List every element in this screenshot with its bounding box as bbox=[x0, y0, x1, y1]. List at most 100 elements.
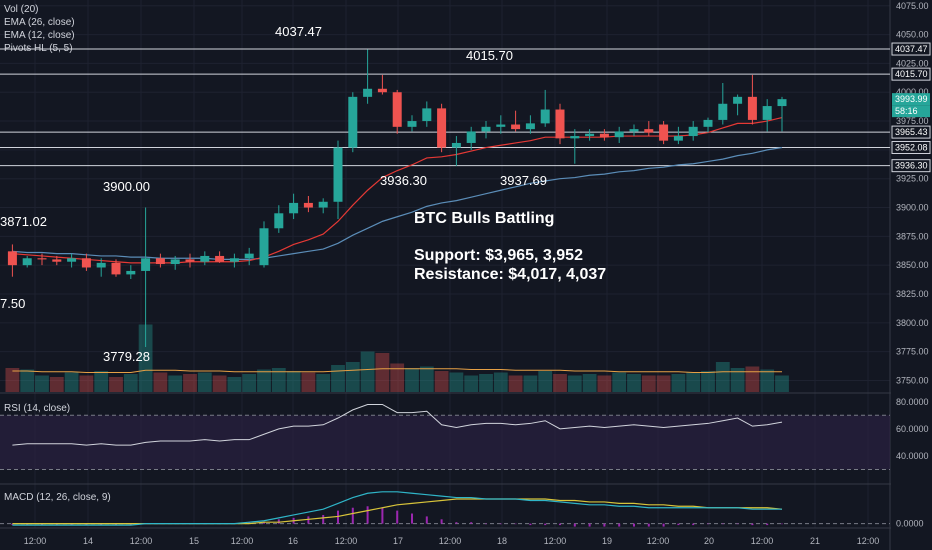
level-tag-label: 3965.43 bbox=[895, 127, 928, 137]
candle-body bbox=[673, 136, 683, 141]
volume-bar bbox=[227, 377, 242, 392]
time-tick-label: 12:00 bbox=[24, 536, 47, 546]
volume-bar bbox=[479, 374, 493, 392]
indicator-label-ema12: EMA (12, close) bbox=[4, 30, 75, 41]
candle-body bbox=[466, 131, 476, 143]
candle-body bbox=[525, 123, 535, 130]
volume-bar bbox=[242, 374, 257, 392]
volume-bar bbox=[94, 371, 109, 392]
price-tick-label: 3975.00 bbox=[896, 116, 929, 126]
candle-body bbox=[81, 258, 91, 268]
macd-histogram-bar bbox=[337, 510, 339, 524]
macd-histogram-bar bbox=[425, 516, 428, 524]
macd-histogram-bar bbox=[751, 523, 754, 526]
macd-histogram-bar bbox=[781, 523, 783, 525]
macd-histogram-bar bbox=[351, 507, 354, 524]
rsi-band bbox=[0, 415, 890, 470]
price-tick-label: 3750.00 bbox=[896, 375, 929, 385]
macd-histogram-bar bbox=[277, 519, 280, 524]
candle-body bbox=[614, 131, 624, 138]
rsi-tick-label: 40.0000 bbox=[896, 451, 929, 461]
candle-body bbox=[422, 108, 432, 122]
candle-body bbox=[407, 121, 417, 127]
candle-body bbox=[599, 133, 609, 138]
candle-body bbox=[392, 92, 402, 127]
candle-body bbox=[141, 258, 151, 271]
volume-bar bbox=[553, 374, 567, 392]
candle-body bbox=[688, 126, 698, 137]
volume-bar bbox=[271, 368, 286, 392]
macd-histogram-bar bbox=[396, 510, 399, 524]
pivot-high-label: 3871.02 bbox=[0, 214, 47, 229]
macd-histogram-bar bbox=[544, 523, 547, 526]
volume-bar bbox=[567, 375, 582, 392]
macd-histogram-bar bbox=[70, 523, 73, 526]
level-tag bbox=[891, 42, 931, 56]
time-tick-label: 12:00 bbox=[857, 536, 880, 546]
macd-histogram-bar bbox=[721, 523, 724, 525]
candle-body bbox=[511, 124, 521, 130]
macd-histogram-bar bbox=[485, 523, 487, 525]
candle-body bbox=[22, 258, 32, 266]
ema26-line bbox=[12, 146, 783, 261]
volume-bar bbox=[20, 369, 35, 392]
macd-histogram-bar bbox=[248, 522, 251, 524]
candle-body bbox=[481, 126, 491, 132]
macd-histogram-bar bbox=[263, 522, 265, 524]
volume-bar bbox=[64, 372, 79, 392]
candle-body bbox=[318, 201, 328, 208]
candle-body bbox=[185, 259, 195, 262]
rsi-tick-label: 80.0000 bbox=[896, 397, 929, 407]
level-tag-label: 3952.08 bbox=[895, 142, 928, 152]
time-tick-label: 12:00 bbox=[231, 536, 254, 546]
candle-body bbox=[777, 99, 787, 107]
candle-body bbox=[37, 258, 47, 260]
candle-body bbox=[170, 259, 180, 265]
time-tick-label: 21 bbox=[810, 536, 820, 546]
price-tick-label: 4000.00 bbox=[896, 87, 929, 97]
candle-body bbox=[570, 136, 580, 139]
macd-histogram-bar bbox=[322, 514, 325, 524]
candle-body bbox=[644, 129, 654, 133]
annotation-resistance: Resistance: $4,017, 4,037 bbox=[414, 266, 607, 283]
macd-histogram-bar bbox=[100, 523, 103, 526]
volume-bar bbox=[419, 366, 434, 392]
indicator-label-vol: Vol (20) bbox=[4, 4, 39, 15]
volume-bar bbox=[627, 374, 641, 392]
volume-bar bbox=[701, 371, 715, 392]
macd-histogram-bar bbox=[692, 523, 695, 526]
annotation-title: BTC Bulls Battling bbox=[414, 210, 555, 227]
volume-bar bbox=[641, 375, 656, 392]
volume-bar bbox=[109, 377, 123, 392]
volume-bar bbox=[79, 375, 94, 392]
volume-bar bbox=[197, 372, 212, 392]
volume-bar bbox=[316, 374, 331, 392]
macd-histogram-bar bbox=[129, 523, 132, 526]
current-price-label: 3993.99 bbox=[895, 94, 928, 104]
price-tick-label: 3900.00 bbox=[896, 203, 929, 213]
volume-bar bbox=[464, 375, 479, 392]
macd-histogram-bar bbox=[11, 523, 14, 526]
countdown-tag bbox=[892, 105, 930, 118]
level-tag bbox=[891, 125, 931, 139]
volume-bar bbox=[449, 372, 464, 392]
macd-histogram-bar bbox=[588, 523, 591, 527]
volume-bar bbox=[493, 372, 508, 392]
price-tick-label: 4075.00 bbox=[896, 1, 929, 11]
candle-body bbox=[585, 133, 595, 137]
candle-body bbox=[52, 259, 62, 262]
candle-body bbox=[215, 255, 225, 262]
volume-bar bbox=[35, 375, 49, 392]
time-tick-label: 18 bbox=[497, 536, 507, 546]
candle-body bbox=[659, 124, 669, 141]
time-tick-label: 20 bbox=[704, 536, 714, 546]
macd-histogram-bar bbox=[440, 519, 443, 524]
macd-histogram-bar bbox=[707, 523, 709, 525]
indicator-label-rsi: RSI (14, close) bbox=[4, 403, 71, 414]
candle-body bbox=[96, 262, 106, 268]
candle-body bbox=[733, 96, 743, 104]
macd-histogram-bar bbox=[411, 513, 413, 524]
candle-body bbox=[274, 213, 284, 229]
price-tick-label: 3875.00 bbox=[896, 231, 929, 241]
